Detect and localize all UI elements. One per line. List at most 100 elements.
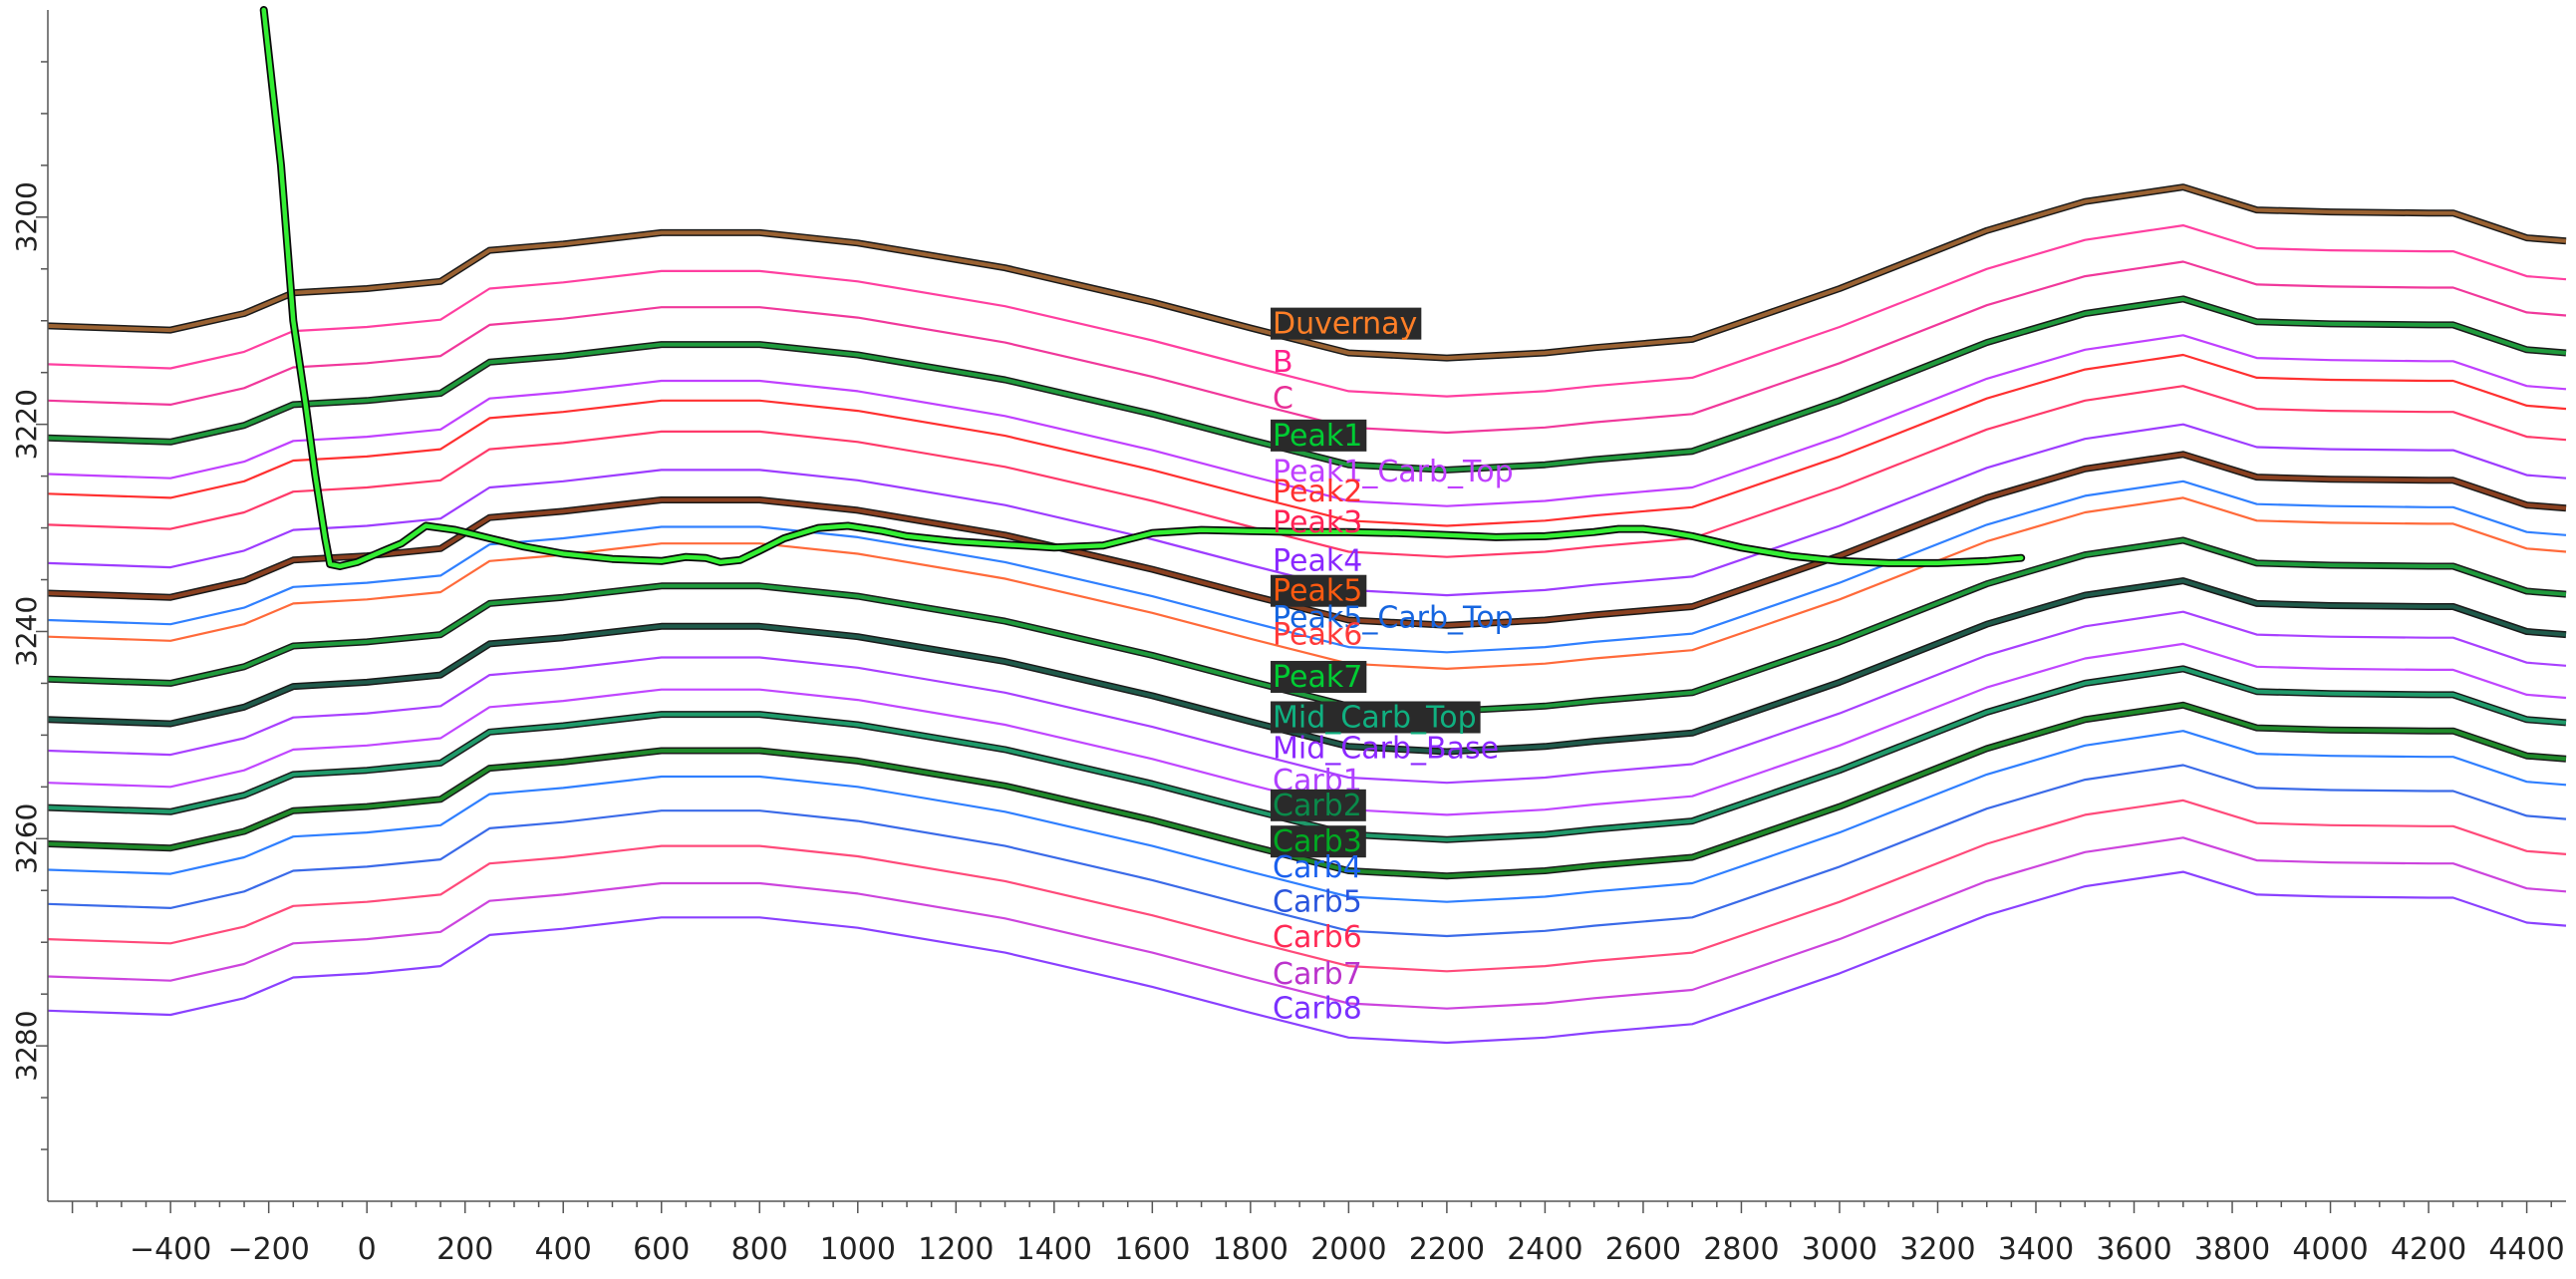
horizon-carb5 [47, 764, 2567, 938]
horizon-line-mid-carb-top [47, 578, 2567, 754]
horizon-label-carb3: Carb3 [1273, 824, 1362, 859]
well-path [261, 7, 2024, 569]
horizon-label-carb8: Carb8 [1273, 991, 1362, 1026]
x-tick-label: 3600 [2096, 1232, 2171, 1267]
horizon-label-carb5: Carb5 [1273, 884, 1362, 919]
horizon-mid-carb-top [47, 577, 2567, 756]
label-group-c: C [1273, 381, 1293, 416]
label-background-mid-carb-top [1271, 701, 1481, 734]
horizon-line-carb5 [47, 764, 2567, 938]
label-background-peak1 [1271, 419, 1367, 452]
label-background-carb2 [1271, 789, 1366, 821]
horizon-label-carb7: Carb7 [1273, 957, 1362, 992]
horizon-label-duvernay: Duvernay [1273, 307, 1417, 342]
horizon-peak5 [47, 451, 2567, 629]
x-tick-label: 4000 [2292, 1232, 2368, 1267]
horizon-label-carb4: Carb4 [1273, 850, 1362, 885]
label-background-peak7 [1271, 660, 1367, 693]
horizon-line-peak1-carb-top [47, 334, 2567, 507]
horizon-label-carb6: Carb6 [1273, 920, 1362, 955]
horizon-label-c: C [1273, 381, 1293, 416]
horizon-peak5-carb-top [47, 480, 2567, 654]
horizon-mid-carb-base [47, 610, 2567, 785]
label-group-mid-carb-top: Mid_Carb_Top [1271, 700, 1481, 735]
x-tick-label: 2800 [1703, 1232, 1779, 1267]
label-background-carb3 [1271, 825, 1366, 858]
label-group-carb3: Carb3 [1271, 824, 1366, 859]
horizon-line-carb7 [47, 836, 2567, 1010]
horizon-line-peak3 [47, 385, 2567, 558]
horizon-line-duvernay [47, 184, 2567, 361]
label-group-peak7: Peak7 [1271, 660, 1367, 695]
horizon-carb3 [47, 701, 2567, 880]
x-tick-label: −200 [227, 1232, 309, 1267]
horizon-duvernay [47, 183, 2567, 362]
x-tick-label: 3800 [2194, 1232, 2270, 1267]
y-tick-label: 3260 [10, 803, 43, 874]
horizon-label-peak6: Peak6 [1273, 617, 1362, 652]
label-group-carb2: Carb2 [1271, 789, 1366, 823]
horizon-line-peak1 [47, 296, 2567, 473]
horizon-line-peak2 [47, 353, 2567, 527]
x-tick-label: 2400 [1507, 1232, 1582, 1267]
label-group-mid-carb-base: Mid_Carb_Base [1273, 732, 1499, 767]
label-group-carb8: Carb8 [1273, 991, 1362, 1026]
x-tick-label: 800 [731, 1232, 788, 1267]
label-group-duvernay: Duvernay [1271, 307, 1422, 342]
x-tick-label: 3200 [1899, 1232, 1975, 1267]
horizon-line-b [47, 224, 2567, 398]
horizon-line-mid-carb-base [47, 610, 2567, 785]
x-tick-label: 200 [436, 1232, 493, 1267]
horizon-carb4 [47, 730, 2567, 903]
horizon-label-peak3: Peak3 [1273, 505, 1362, 540]
x-tick-label: 2000 [1310, 1232, 1386, 1267]
label-group-carb7: Carb7 [1273, 957, 1362, 992]
x-tick-label: −400 [130, 1232, 211, 1267]
label-background-peak5 [1271, 574, 1367, 607]
horizon-label-peak5-carb-top: Peak5_Carb_Top [1273, 601, 1514, 636]
label-group-carb5: Carb5 [1273, 884, 1362, 919]
x-tick-label: 1400 [1016, 1232, 1092, 1267]
x-tick-label: 1600 [1114, 1232, 1190, 1267]
horizon-label-peak5: Peak5 [1273, 574, 1362, 609]
x-tick-label: 4200 [2391, 1232, 2466, 1267]
x-tick-label: 3400 [1998, 1232, 2074, 1267]
y-tick-label: 3280 [10, 1010, 43, 1081]
axes-layer: 3200 3220 3240 3260 3280 −400 −200 0 200 400 600 80… [10, 10, 2566, 1267]
horizon-line-carb4 [47, 730, 2567, 903]
label-group-peak6: Peak6 [1273, 617, 1362, 652]
horizon-line-peak5-carb-top [47, 480, 2567, 654]
label-group-peak5: Peak5 [1271, 574, 1367, 609]
horizon-b [47, 224, 2567, 398]
x-tick-label: 1200 [918, 1232, 994, 1267]
x-tick-label: 0 [358, 1232, 377, 1267]
x-tick-label: 400 [535, 1232, 592, 1267]
horizon-peak2 [47, 353, 2567, 527]
x-tick-label: 2200 [1409, 1232, 1485, 1267]
label-group-peak5-carb-top: Peak5_Carb_Top [1273, 601, 1514, 636]
horizon-line-carb8 [47, 870, 2567, 1045]
label-group-b: B [1273, 345, 1293, 380]
y-tick-label: 3240 [10, 596, 43, 667]
horizon-peak1 [47, 295, 2567, 474]
well-layer [259, 6, 2026, 570]
label-group-carb6: Carb6 [1273, 920, 1362, 955]
x-tick-label: 2600 [1605, 1232, 1681, 1267]
horizon-label-mid-carb-base: Mid_Carb_Base [1273, 732, 1499, 767]
horizon-label-b: B [1273, 345, 1293, 380]
horizon-label-peak7: Peak7 [1273, 660, 1362, 695]
horizon-line-carb3 [47, 703, 2567, 878]
x-tick-label: 4400 [2488, 1232, 2564, 1267]
horizon-carb7 [47, 836, 2567, 1010]
x-tick-label: 600 [633, 1232, 690, 1267]
horizon-peak1-carb-top [47, 334, 2567, 507]
y-tick-label: 3220 [10, 389, 43, 460]
horizon-carb8 [47, 870, 2567, 1045]
horizon-carb6 [47, 799, 2567, 973]
horizon-peak3 [47, 385, 2567, 558]
horizon-line-carb6 [47, 799, 2567, 973]
horizon-label-peak4: Peak4 [1273, 544, 1362, 579]
x-tick-label: 1000 [820, 1232, 896, 1267]
